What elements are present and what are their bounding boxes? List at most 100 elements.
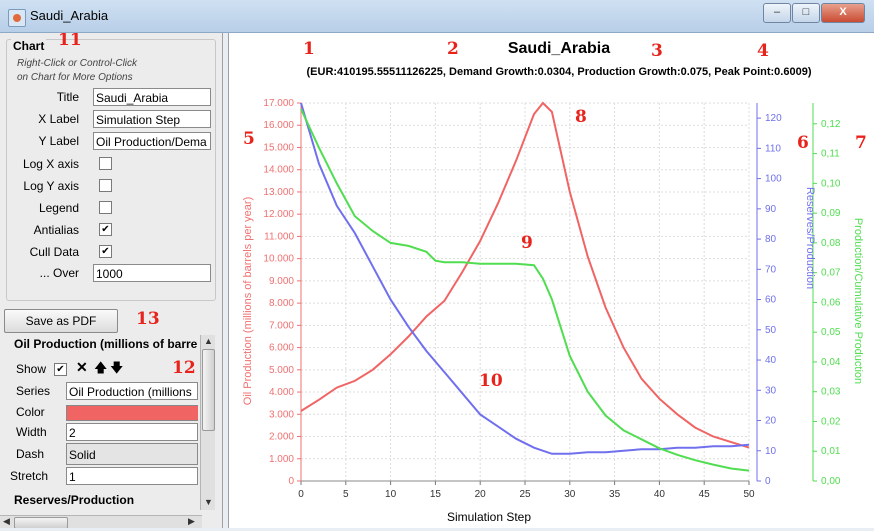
ylabel-field[interactable]: Oil Production/Dema — [93, 132, 211, 150]
left-tick-label: 1.000 — [269, 454, 294, 465]
axes-group: 0 5 10 15 20 25 30 35 40 45 50 0 1.000 2.000 3.000 4.00… — [263, 98, 840, 500]
right2-tick-label: 0,00 — [821, 476, 841, 487]
right1-tick-label: 120 — [765, 113, 782, 124]
right1-tick-label: 30 — [765, 385, 777, 396]
show-1-checkbox[interactable]: ✔ — [54, 363, 67, 376]
left-tick-label: 15.000 — [263, 142, 294, 153]
hint-line-2: on Chart for More Options — [17, 72, 133, 83]
left-tick-label: 14.000 — [263, 165, 294, 176]
oil-production-series-line — [300, 101, 750, 449]
log-y-checkbox[interactable] — [99, 179, 112, 192]
over-field[interactable]: 1000 — [93, 264, 211, 282]
production-cumulative-series-line — [300, 108, 750, 472]
left-axis-label: Oil Production (millions of barrels per … — [242, 197, 254, 405]
x-tick-label: 20 — [475, 489, 487, 500]
title-field[interactable]: Saudi_Arabia — [93, 88, 211, 106]
scroll-left-icon[interactable]: ◀ — [3, 516, 10, 526]
right1-tick-label: 0 — [765, 476, 771, 487]
dash-1-label: Dash — [16, 447, 45, 461]
left-tick-label: 7.000 — [269, 320, 294, 331]
scroll-up-icon[interactable]: ▲ — [204, 336, 213, 346]
annotation-5: 5 — [243, 129, 255, 149]
dash-1-select[interactable]: Solid — [66, 443, 198, 465]
right2-tick-label: 0,01 — [821, 446, 841, 457]
right2-tick-label: 0,10 — [821, 178, 841, 189]
series-2-title: Reserves/Production — [14, 493, 135, 507]
left-tick-label: 0 — [288, 476, 294, 487]
right1-tick-label: 20 — [765, 416, 777, 427]
right1-tick-label: 60 — [765, 295, 777, 306]
legend-checkbox[interactable] — [99, 201, 112, 214]
x-tick-label: 0 — [298, 489, 304, 500]
scroll-right-icon[interactable]: ▶ — [188, 516, 195, 526]
scroll-down-icon[interactable]: ▼ — [204, 497, 213, 507]
left-tick-label: 8.000 — [269, 298, 294, 309]
left-tick-label: 5.000 — [269, 365, 294, 376]
close-button[interactable]: X — [821, 3, 865, 23]
series-1-field[interactable]: Oil Production (millions — [66, 382, 198, 400]
show-1-label: Show — [16, 362, 47, 376]
series-panel-vertical-scrollbar[interactable]: ▲ ▼ — [200, 335, 215, 510]
annotation-4: 4 — [757, 41, 769, 61]
move-up-series-1-icon[interactable]: 🡅 — [94, 360, 108, 375]
left-tick-label: 12.000 — [263, 209, 294, 220]
horizontal-scroll-thumb[interactable] — [14, 517, 68, 528]
annotation-1: 1 — [303, 39, 315, 59]
cull-data-checkbox[interactable]: ✔ — [99, 245, 112, 258]
save-pdf-button[interactable]: Save as PDF — [4, 309, 118, 333]
left-tick-label: 6.000 — [269, 343, 294, 354]
minimize-button[interactable]: – — [763, 3, 791, 23]
right2-axis-label: Production/Cumulative Production — [852, 218, 864, 384]
chart-options-panel: Chart Right-Click or Control-Click on Ch… — [0, 33, 223, 528]
xlabel-label: X Label — [38, 112, 79, 126]
right1-tick-label: 70 — [765, 264, 777, 275]
stretch-1-field[interactable]: 1 — [66, 467, 198, 485]
xlabel-field[interactable]: Simulation Step — [93, 110, 211, 128]
width-1-field[interactable]: 2 — [66, 423, 198, 441]
x-axis-label: Simulation Step — [447, 510, 531, 524]
title-label: Title — [56, 90, 79, 104]
x-tick-label: 40 — [654, 489, 666, 500]
chart-area[interactable]: Saudi_Arabia (EUR:410195.55511126225, De… — [228, 33, 874, 528]
panel-horizontal-scrollbar[interactable]: ◀ ▶ — [0, 515, 202, 528]
chart-subtitle: (EUR:410195.55511126225, Demand Growth:0… — [307, 66, 812, 78]
x-tick-label: 5 — [343, 489, 349, 500]
chart-svg[interactable]: Saudi_Arabia (EUR:410195.55511126225, De… — [229, 33, 874, 528]
right1-tick-label: 80 — [765, 234, 777, 245]
log-x-checkbox[interactable] — [99, 157, 112, 170]
antialias-label: Antialias — [33, 223, 79, 237]
annotation-6: 6 — [797, 133, 809, 153]
maximize-button[interactable]: □ — [792, 3, 820, 23]
x-tick-label: 35 — [609, 489, 621, 500]
group-title: Chart — [11, 39, 47, 53]
right2-tick-label: 0,08 — [821, 238, 841, 249]
width-1-label: Width — [16, 425, 47, 439]
series-editor-panel: Oil Production (millions of barre Show ✔… — [6, 335, 198, 513]
left-tick-label: 10.000 — [263, 254, 294, 265]
stretch-1-label: Stretch — [10, 469, 49, 483]
move-down-series-1-icon[interactable]: 🡇 — [110, 360, 124, 375]
series-1-title: Oil Production (millions of barre — [14, 337, 198, 351]
left-tick-label: 4.000 — [269, 387, 294, 398]
chart-options-group: Chart Right-Click or Control-Click on Ch… — [6, 39, 216, 301]
antialias-checkbox[interactable]: ✔ — [99, 223, 112, 236]
left-tick-label: 16.000 — [263, 120, 294, 131]
left-tick-label: 3.000 — [269, 409, 294, 420]
right2-tick-label: 0,03 — [821, 387, 841, 398]
remove-series-1-icon[interactable]: ✕ — [76, 359, 88, 375]
color-1-swatch[interactable] — [66, 405, 198, 421]
x-tick-label: 25 — [519, 489, 531, 500]
vertical-scroll-thumb[interactable] — [202, 349, 215, 431]
chart-title: Saudi_Arabia — [508, 40, 610, 57]
left-tick-label: 9.000 — [269, 276, 294, 287]
ylabel-label: Y Label — [38, 134, 79, 148]
right2-tick-label: 0,04 — [821, 357, 841, 368]
right1-tick-label: 100 — [765, 174, 782, 185]
annotation-7: 7 — [855, 133, 867, 153]
legend-label: Legend — [38, 201, 79, 215]
window-titlebar: Saudi_Arabia – □ X — [0, 0, 874, 33]
x-tick-label: 15 — [430, 489, 442, 500]
x-tick-label: 30 — [564, 489, 576, 500]
x-tick-label: 45 — [699, 489, 711, 500]
left-tick-label: 13.000 — [263, 187, 294, 198]
